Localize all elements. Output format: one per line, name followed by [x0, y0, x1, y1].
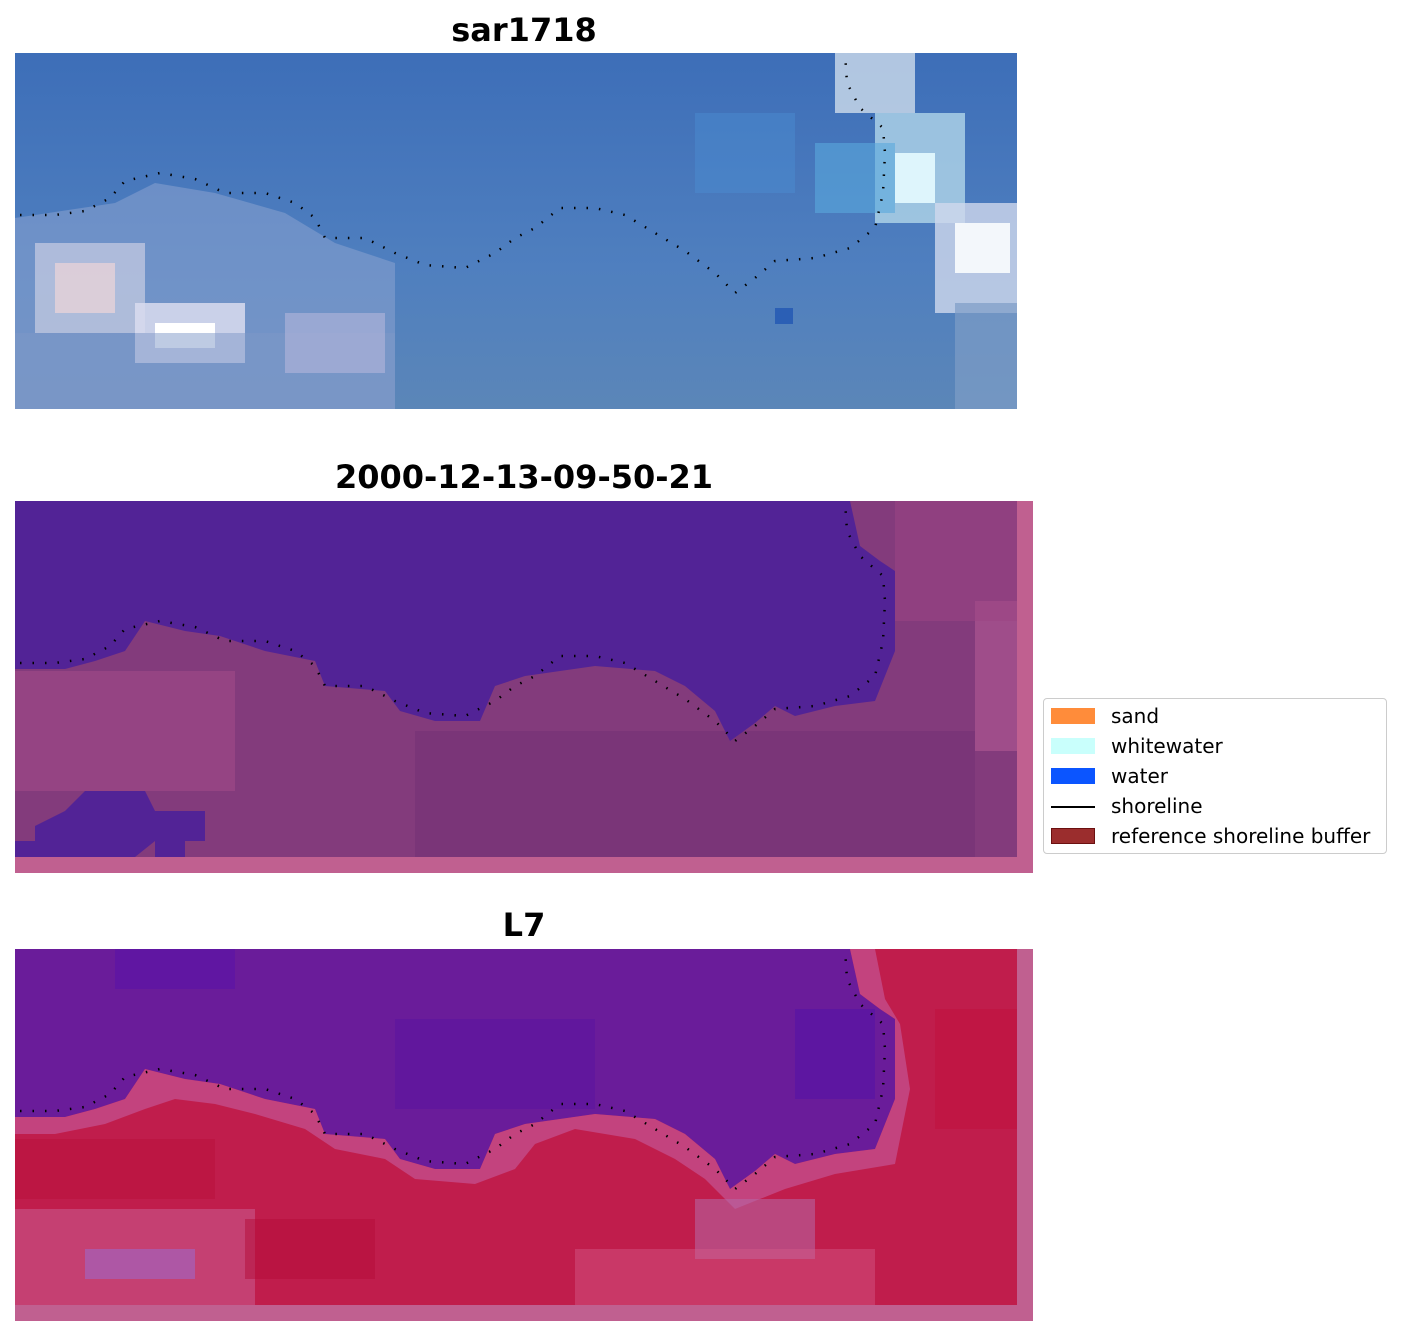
shoreline-line — [20, 53, 887, 295]
legend-label-reference-buffer: reference shoreline buffer — [1111, 824, 1371, 848]
legend-item-reference-buffer: reference shoreline buffer — [1051, 821, 1370, 851]
legend-item-whitewater: whitewater — [1051, 731, 1223, 761]
rgb-image — [15, 53, 1017, 409]
legend-label-shoreline: shoreline — [1111, 794, 1203, 818]
panel-title-index: L7 — [502, 906, 546, 944]
legend-swatch-water — [1051, 768, 1095, 784]
legend-item-water: water — [1051, 761, 1168, 791]
legend-label-whitewater: whitewater — [1111, 734, 1223, 758]
legend-swatch-sand — [1051, 708, 1095, 724]
index-image — [15, 949, 1033, 1321]
legend-label-water: water — [1111, 764, 1168, 788]
legend-item-sand: sand — [1051, 701, 1159, 731]
panel-title-classified: 2000-12-13-09-50-21 — [334, 458, 714, 496]
legend-swatch-reference-buffer — [1051, 828, 1095, 844]
panel-title-rgb: sar1718 — [451, 11, 597, 49]
legend-swatch-shoreline — [1051, 805, 1095, 808]
legend-swatch-whitewater — [1051, 738, 1095, 754]
legend-label-sand: sand — [1111, 704, 1160, 728]
classified-image — [15, 501, 1033, 873]
legend-item-shoreline: shoreline — [1051, 791, 1203, 821]
legend: sand whitewater water shoreline referenc… — [1043, 698, 1387, 854]
